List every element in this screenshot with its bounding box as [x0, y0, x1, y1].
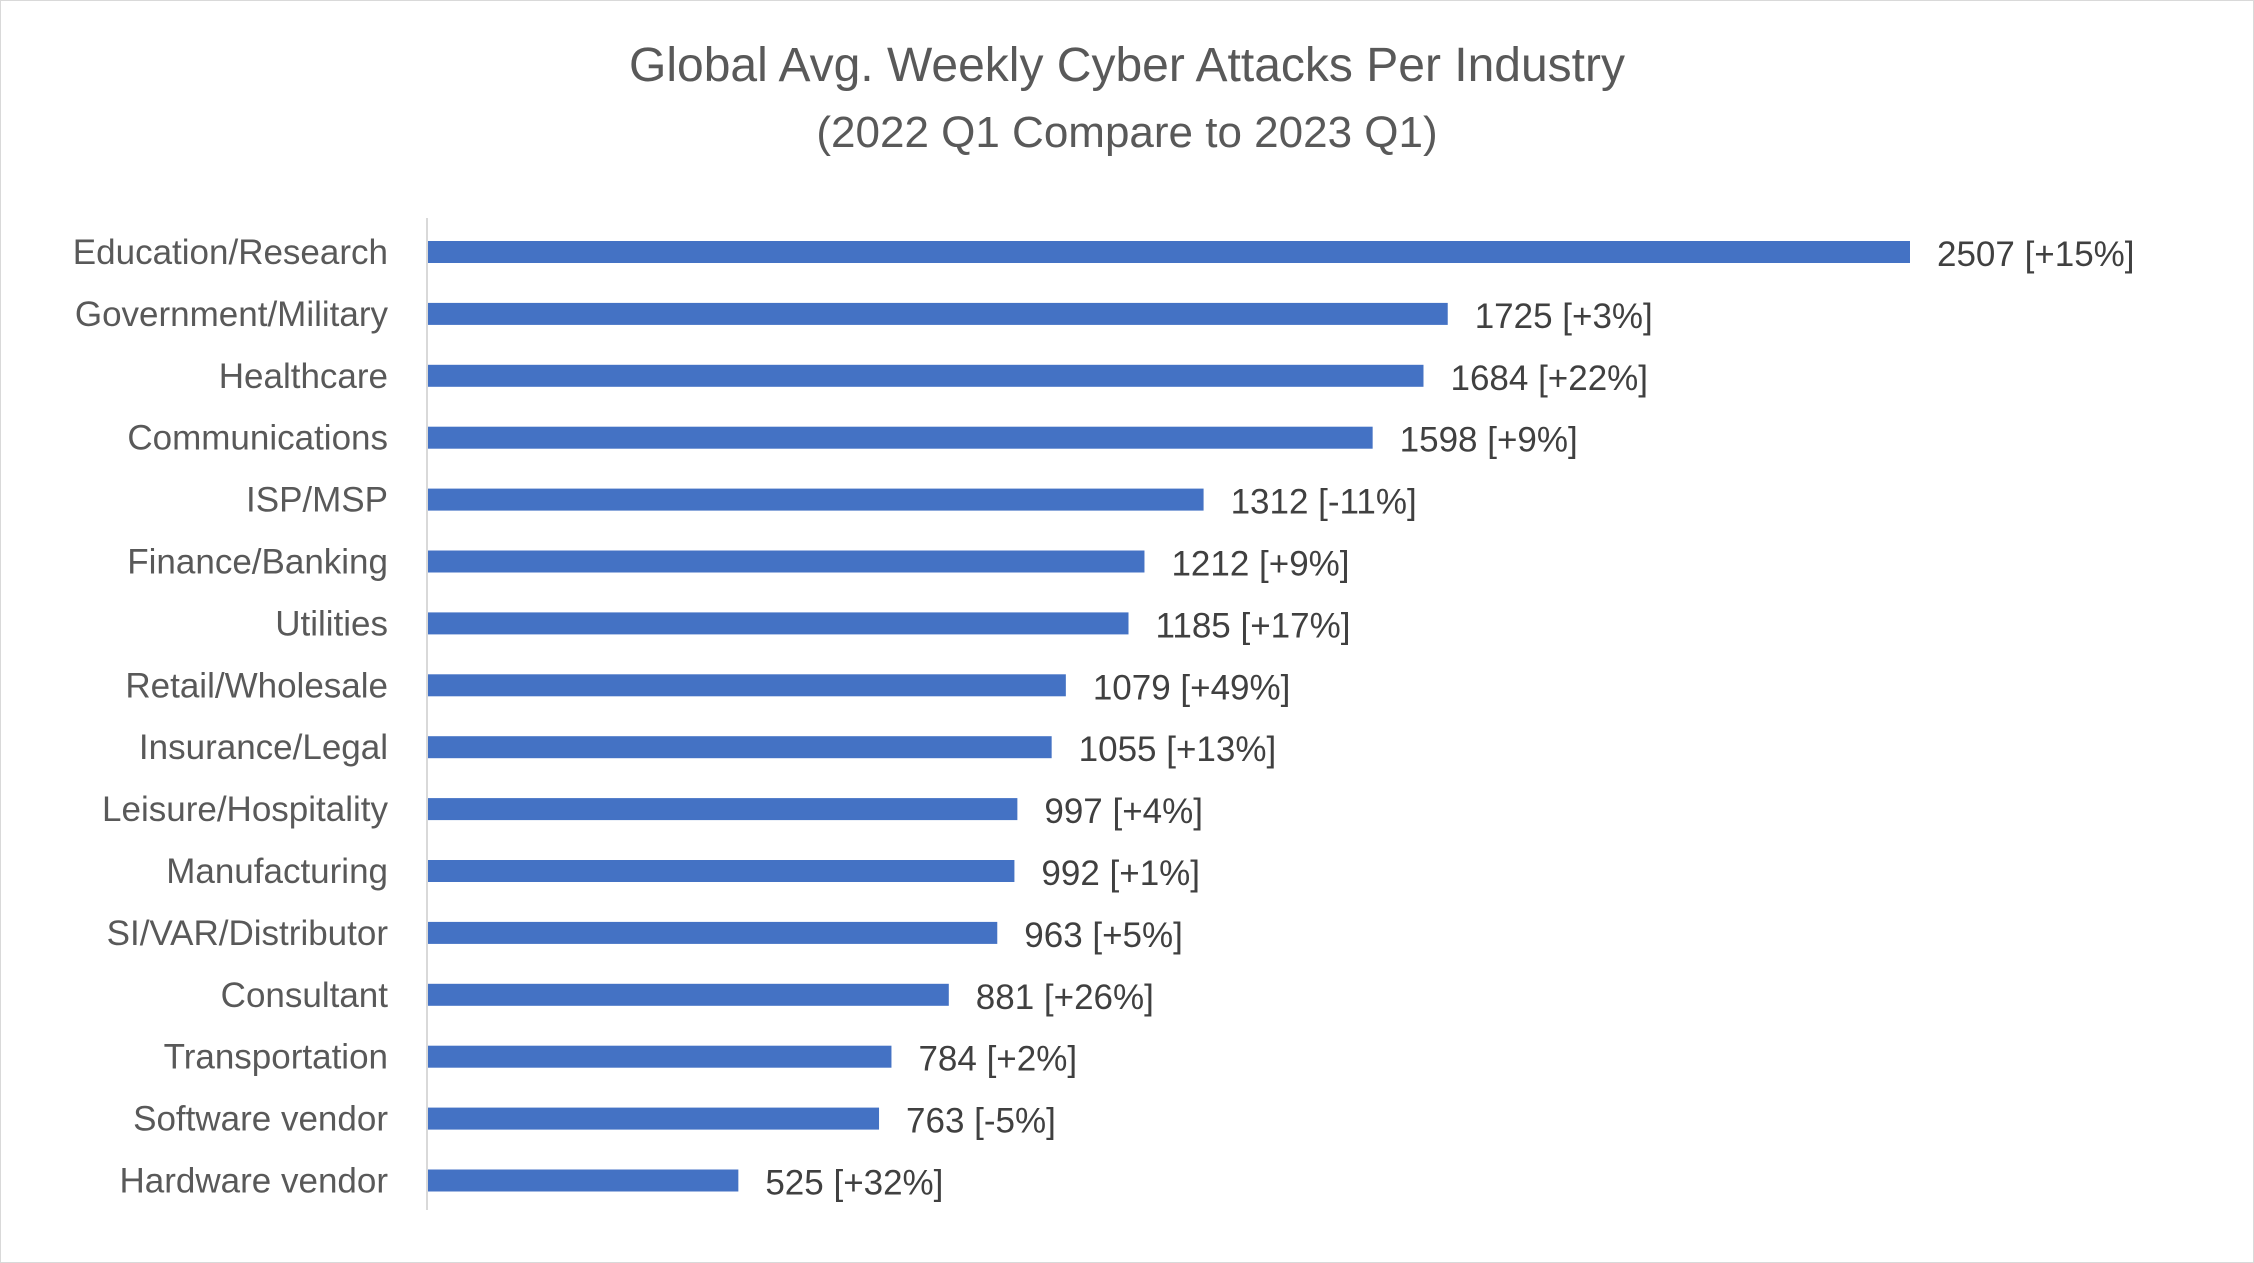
bar: [428, 798, 1018, 821]
bar: [428, 364, 1424, 387]
category-label: Insurance/Legal: [139, 728, 388, 767]
category-label: Retail/Wholesale: [125, 666, 388, 705]
category-label: Software vendor: [133, 1100, 388, 1139]
data-label: 881 [+26%]: [976, 978, 1154, 1017]
data-label: 763 [-5%]: [906, 1102, 1056, 1141]
bar: [428, 612, 1129, 635]
data-label: 1725 [+3%]: [1475, 297, 1653, 336]
category-label: ISP/MSP: [246, 481, 388, 520]
category-label: Communications: [127, 419, 388, 458]
bar: [428, 1169, 739, 1192]
category-label: Government/Military: [75, 295, 389, 334]
bar: [428, 921, 998, 944]
category-label: Leisure/Hospitality: [102, 790, 388, 829]
bar: [428, 550, 1145, 573]
data-label: 1598 [+9%]: [1400, 421, 1578, 460]
data-label: 1684 [+22%]: [1450, 359, 1648, 398]
bar: [428, 241, 1910, 263]
data-label: 1212 [+9%]: [1171, 545, 1349, 584]
bars-group: [428, 241, 1910, 1192]
bar: [428, 426, 1373, 449]
bar: [428, 488, 1204, 511]
chart-subtitle: (2022 Q1 Compare to 2023 Q1): [816, 108, 1438, 157]
category-label: Finance/Banking: [127, 543, 388, 582]
bar: [428, 1045, 892, 1068]
data-label: 997 [+4%]: [1044, 792, 1203, 831]
data-label: 784 [+2%]: [918, 1040, 1077, 1079]
bar: [428, 736, 1052, 759]
bar: [428, 302, 1448, 325]
category-label: Manufacturing: [166, 852, 388, 891]
category-label: Utilities: [275, 604, 388, 643]
bar: [428, 674, 1066, 697]
data-label: 992 [+1%]: [1041, 854, 1200, 893]
data-label: 963 [+5%]: [1024, 916, 1183, 955]
data-label: 1312 [-11%]: [1231, 483, 1417, 522]
category-label: Education/Research: [73, 233, 388, 272]
chart-title: Global Avg. Weekly Cyber Attacks Per Ind…: [629, 39, 1625, 92]
bar: [428, 983, 949, 1006]
category-labels-group: Education/Research Government/Military Hea…: [73, 233, 389, 1201]
value-labels-group: 2507 [+15%] 1725 [+3%] 1684 [+22%] 1598 [+9…: [765, 235, 2134, 1203]
category-label: Healthcare: [219, 357, 388, 396]
bar: [428, 1107, 880, 1130]
data-label: 2507 [+15%]: [1937, 235, 2135, 274]
category-label: Consultant: [221, 976, 389, 1015]
data-label: 1185 [+17%]: [1156, 606, 1351, 645]
category-label: Hardware vendor: [120, 1162, 389, 1201]
data-label: 1055 [+13%]: [1079, 730, 1277, 769]
category-label: SI/VAR/Distributor: [107, 914, 389, 953]
bar: [428, 860, 1015, 882]
category-label: Transportation: [164, 1038, 388, 1077]
data-label: 1079 [+49%]: [1093, 668, 1291, 707]
data-label: 525 [+32%]: [765, 1164, 943, 1203]
